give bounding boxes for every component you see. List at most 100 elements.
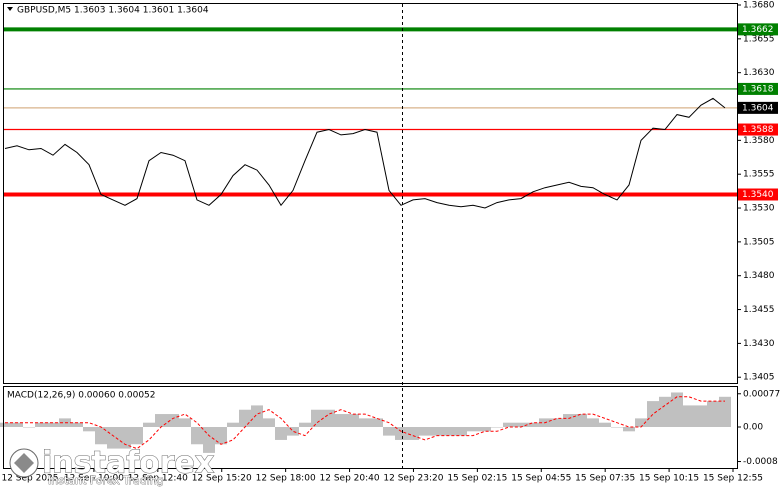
macd-bar [371, 418, 383, 427]
x-tick-label: 15 Sep 04:55 [511, 474, 571, 484]
level-label-box [738, 82, 778, 95]
macd-bar [323, 409, 335, 427]
macd-bar [479, 427, 491, 432]
y-tick-label: 1.3555 [743, 170, 775, 180]
macd-bar [707, 401, 719, 427]
macd-bar [335, 414, 347, 427]
macd-bar [107, 427, 119, 449]
macd-bar [671, 392, 683, 427]
price-line [4, 97, 726, 209]
x-tick-label: 12 Sep 2025 [1, 474, 58, 484]
macd-bar [23, 427, 35, 428]
macd-bar [155, 414, 167, 427]
macd-bar [11, 422, 23, 427]
level-label: 1.3604 [742, 103, 774, 113]
level-label: 1.3588 [742, 125, 774, 135]
macd-bar [635, 418, 647, 427]
x-tick-label: 12 Sep 23:20 [383, 474, 443, 484]
x-tick-label: 12 Sep 12:40 [128, 474, 188, 484]
macd-bar [551, 418, 563, 427]
macd-bar [275, 427, 287, 440]
macd-bar [407, 427, 419, 440]
macd-bar [203, 427, 215, 453]
x-tick-label: 12 Sep 20:40 [320, 474, 380, 484]
macd-bar [71, 422, 83, 427]
macd-title: MACD(12,26,9) 0.00060 0.00052 [7, 391, 156, 401]
macd-bar [227, 422, 239, 427]
macd-bar [167, 414, 179, 427]
y-tick-label: 1.3530 [743, 204, 775, 214]
macd-bar [0, 422, 11, 427]
macd-bar [383, 427, 395, 436]
watermark-brand: instaforex [42, 446, 214, 481]
level-label-box [738, 188, 778, 201]
macd-bar [659, 396, 671, 427]
macd-bar [587, 418, 599, 427]
y-tick-label: 1.3580 [743, 136, 775, 146]
x-tick-label: 12 Sep 10:00 [64, 474, 124, 484]
macd-bar [179, 418, 191, 427]
level-label-box [738, 23, 778, 36]
macd-bar [563, 414, 575, 427]
macd-bar [347, 414, 359, 427]
y-tick-label: 1.3455 [743, 305, 775, 315]
macd-bar [215, 427, 227, 445]
x-tick-label: 15 Sep 10:15 [639, 474, 699, 484]
y-tick-label: 1.3430 [743, 339, 775, 349]
level-label-box [738, 101, 778, 114]
price-chart-title: GBPUSD,M5 1.3603 1.3604 1.3601 1.3604 [17, 6, 209, 16]
macd-bar [263, 418, 275, 427]
macd-bar [611, 427, 623, 428]
macd-bar [287, 427, 299, 436]
menu-triangle [7, 7, 13, 11]
macd-bar [143, 422, 155, 427]
y-tick-label: 1.3505 [743, 237, 775, 247]
macd-bar [311, 409, 323, 427]
signal-line [5, 396, 725, 450]
macd-panel-frame [3, 386, 738, 469]
level-label: 1.3618 [742, 84, 774, 94]
y-tick-label: 1.3480 [743, 271, 775, 281]
macd-bar [455, 427, 467, 436]
macd-bar [239, 409, 251, 427]
macd-bar [623, 427, 635, 432]
price-panel-frame [3, 3, 738, 384]
watermark-tagline: Instant Forex Trading [48, 474, 164, 487]
y-tick-label: 1.3655 [743, 34, 775, 44]
y-tick-label: 0.00077 [743, 389, 780, 399]
macd-bar [467, 427, 479, 432]
macd-bar [119, 427, 131, 449]
x-tick-label: 15 Sep 12:55 [703, 474, 763, 484]
macd-bar [299, 422, 311, 427]
macd-bar [431, 427, 443, 436]
x-tick-label: 15 Sep 07:35 [575, 474, 635, 484]
macd-bar [719, 396, 731, 427]
y-tick-label: 1.3680 [743, 1, 775, 11]
level-label: 1.3540 [742, 190, 774, 200]
x-tick-label: 12 Sep 15:20 [192, 474, 252, 484]
macd-bar [251, 405, 263, 427]
macd-bar [191, 427, 203, 445]
macd-bar [683, 405, 695, 427]
y-tick-label: 1.3405 [743, 373, 775, 383]
x-tick-label: 12 Sep 18:00 [256, 474, 316, 484]
macd-bar [443, 427, 455, 436]
macd-bar [131, 427, 143, 445]
macd-bar [527, 422, 539, 427]
watermark-logo-mark [14, 453, 34, 473]
y-tick-label: -0.0008 [743, 457, 778, 467]
macd-bar [575, 414, 587, 427]
macd-bar [47, 422, 59, 427]
y-tick-label: 1.3630 [743, 68, 775, 78]
macd-bar [515, 422, 527, 427]
y-tick-label: 0.00 [743, 423, 763, 433]
x-tick-label: 15 Sep 02:15 [447, 474, 507, 484]
level-label-box [738, 123, 778, 136]
macd-bar [419, 427, 431, 436]
macd-bar [503, 422, 515, 427]
macd-bar [695, 405, 707, 427]
macd-bar [359, 418, 371, 427]
macd-bar [395, 427, 407, 440]
